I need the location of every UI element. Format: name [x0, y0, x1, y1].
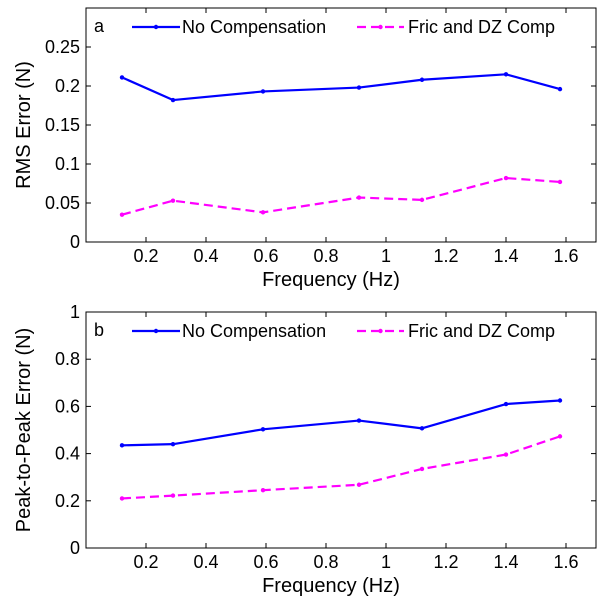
- legend-label: Fric and DZ Comp: [408, 17, 555, 37]
- data-point: [260, 210, 266, 215]
- data-point: [260, 89, 266, 94]
- y-axis-label: RMS Error (N): [13, 61, 35, 189]
- y-tick-label: 0: [70, 232, 80, 252]
- x-tick-label: 1.2: [433, 552, 458, 572]
- x-tick-label: 1: [381, 246, 391, 266]
- plot-frame: [85, 311, 597, 549]
- plot-frame: [85, 7, 597, 243]
- x-tick-label: 0.8: [313, 552, 338, 572]
- y-tick-label: 0.2: [55, 76, 80, 96]
- data-point: [557, 434, 563, 439]
- x-tick-label: 0.8: [313, 246, 338, 266]
- x-tick-label: 0.2: [133, 552, 158, 572]
- data-point: [419, 77, 425, 82]
- y-tick-label: 0.1: [55, 154, 80, 174]
- data-point: [119, 496, 125, 501]
- data-point: [503, 401, 509, 407]
- legend-label: Fric and DZ Comp: [408, 321, 555, 341]
- series-line-1: [121, 399, 561, 447]
- chart-panel-b: 0.2 0.4 0.6 0.8 1 1.2 1.4 1.6 0 0.2 0.4 0.6 0.8 1 Freq…: [13, 302, 597, 597]
- data-point: [260, 487, 266, 493]
- data-point: [356, 418, 362, 423]
- x-tick-label: 0.6: [253, 246, 278, 266]
- data-point: [119, 443, 125, 448]
- data-point: [356, 482, 362, 487]
- data-point: [260, 427, 266, 432]
- data-point: [356, 195, 362, 200]
- data-point: [503, 452, 509, 457]
- data-point: [557, 86, 563, 92]
- legend-marker: [153, 24, 159, 30]
- panel-letter: a: [94, 16, 105, 36]
- chart-panel-a: 0.2 0.4 0.6 0.8 1 1.2 1.4 1.6 0 0.05 0.1 0.15 0.2 0.2…: [13, 7, 597, 291]
- data-point: [356, 85, 362, 90]
- series-line-2: [121, 435, 561, 500]
- x-tick-label: 0.6: [253, 552, 278, 572]
- x-tick-label: 0.2: [133, 246, 158, 266]
- x-tick-label: 1.6: [553, 552, 578, 572]
- x-axis-label: Frequency (Hz): [262, 269, 400, 291]
- legend-marker: [378, 328, 383, 334]
- y-tick-label: 0: [70, 538, 80, 558]
- x-tick-label: 1.2: [433, 246, 458, 266]
- data-point: [557, 398, 563, 403]
- data-point: [503, 175, 509, 181]
- y-tick-label: 0.2: [55, 491, 80, 511]
- data-point: [170, 198, 176, 203]
- data-point: [503, 72, 509, 77]
- series-line-2: [121, 176, 561, 216]
- y-tick-label: 0.05: [45, 193, 80, 213]
- x-tick-label: 1.4: [493, 552, 518, 572]
- y-axis-label: Peak-to-Peak Error (N): [13, 328, 35, 533]
- y-tick-label: 0.6: [55, 396, 80, 416]
- x-tick-label: 1.6: [553, 246, 578, 266]
- y-tick-label: 0.25: [45, 37, 80, 57]
- data-point: [170, 97, 176, 103]
- panel-letter: b: [94, 320, 104, 340]
- data-point: [557, 179, 563, 185]
- x-tick-label: 1: [381, 552, 391, 572]
- y-tick-label: 1: [70, 302, 80, 322]
- legend-marker: [153, 328, 159, 334]
- legend-label: No Compensation: [182, 321, 326, 341]
- x-tick-label: 1.4: [493, 246, 518, 266]
- y-tick-label: 0.4: [55, 444, 80, 464]
- y-tick-label: 0.15: [45, 115, 80, 135]
- x-axis-label: Frequency (Hz): [262, 575, 400, 597]
- data-point: [419, 426, 425, 431]
- legend-marker: [378, 24, 383, 30]
- data-point: [170, 493, 176, 498]
- series-line-1: [121, 73, 561, 102]
- x-tick-label: 0.4: [193, 246, 218, 266]
- data-point: [119, 75, 125, 80]
- data-point: [119, 212, 125, 217]
- y-tick-label: 0.8: [55, 349, 80, 369]
- data-point: [170, 441, 176, 447]
- data-point: [419, 466, 425, 472]
- legend-label: No Compensation: [182, 17, 326, 37]
- x-tick-label: 0.4: [193, 552, 218, 572]
- data-point: [419, 197, 425, 203]
